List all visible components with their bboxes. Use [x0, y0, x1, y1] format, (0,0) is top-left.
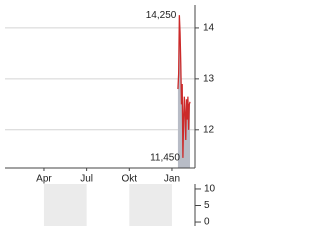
x-tick-label: Okt — [122, 174, 138, 185]
y-tick-label: 5 — [204, 200, 210, 211]
y-tick-label: 10 — [204, 184, 216, 195]
price-area — [177, 15, 191, 168]
y-tick-label: 0 — [204, 217, 210, 228]
y-tick-label: 13 — [203, 74, 215, 85]
x-tick-label: Jan — [164, 174, 180, 185]
annotation: 11,450 — [150, 152, 180, 163]
price-line — [177, 15, 191, 158]
x-tick-label: Apr — [36, 174, 52, 185]
page: {"chart_data": [ {"type": "line", "x": [… — [5, 5, 216, 228]
annotation: 14,250 — [146, 10, 177, 21]
chart: 12 13 14 14,250 11,450 Apr Jul Okt Jan 0 5 10 — [5, 5, 216, 228]
y-tick-label: 14 — [203, 23, 215, 34]
period-band — [43, 184, 87, 226]
x-tick-label: Jul — [80, 174, 93, 185]
period-band — [129, 184, 172, 226]
y-tick-label: 12 — [203, 124, 215, 135]
